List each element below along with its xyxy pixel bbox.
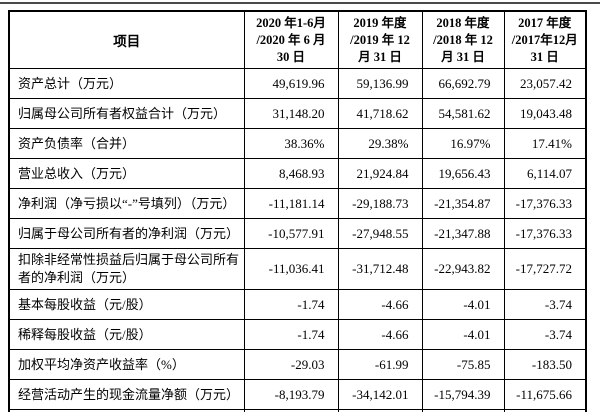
row-value: -17,376.33 <box>503 188 587 219</box>
table-row: 基本每股收益（元/股） -1.74 -4.66 -4.01 -3.74 <box>8 289 587 320</box>
column-header-item: 项目 <box>8 10 245 69</box>
column-header-period-2019: 2019 年度 /2019 年 12 月 31 日 <box>337 10 423 69</box>
row-value: -3.74 <box>503 319 587 350</box>
row-value: 6,114.07 <box>503 158 587 189</box>
row-value: 16.97% <box>421 128 505 159</box>
row-value: 19,043.48 <box>503 98 587 129</box>
row-value: -3.74 <box>503 289 587 320</box>
row-value: -4.66 <box>337 319 423 350</box>
table-row: 营业总收入（万元） 8,468.93 21,924.84 19,656.43 6,114… <box>8 158 587 189</box>
row-value: 31,148.20 <box>243 98 339 129</box>
table-row: 加权平均净资产收益率（%） -29.03 -61.99 -75.85 -183.50 <box>8 349 587 380</box>
table-row: 归属于母公司所有者的净利润（万元） -10,577.91 -27,948.55 -21… <box>8 218 587 249</box>
row-value: -29,188.73 <box>337 188 423 219</box>
row-value: -11,036.41 <box>243 248 339 290</box>
row-value: -183.50 <box>503 349 587 380</box>
row-value: 66,692.79 <box>421 68 505 99</box>
row-value: -17,727.72 <box>503 248 587 290</box>
row-value: -8,193.79 <box>243 379 339 410</box>
row-value: 8,468.93 <box>243 158 339 189</box>
row-value: -21,347.88 <box>421 218 505 249</box>
row-value: 19,656.43 <box>421 158 505 189</box>
column-header-period-2017: 2017 年度 /2017年12月 31 日 <box>503 10 587 69</box>
row-value: -4.01 <box>421 289 505 320</box>
table-row: 净利润（净亏损以“-”号填列）（万元） -11,181.14 -29,188.73-… <box>8 188 587 219</box>
row-value: -27,948.55 <box>337 218 423 249</box>
row-value: -75.85 <box>421 349 505 380</box>
row-label: 资产负债率（合并） <box>8 128 245 159</box>
row-value: -11,181.14 <box>243 188 339 219</box>
row-value: -11,675.66 <box>503 379 587 410</box>
row-label: 基本每股收益（元/股） <box>8 289 245 320</box>
row-value: -1.74 <box>243 289 339 320</box>
table-row: 资产总计（万元） 49,619.96 59,136.99 66,692.79 23,05… <box>8 68 587 99</box>
table-row: 归属母公司所有者权益合计（万元） 31,148.20 41,718.62 54,581… <box>8 98 587 129</box>
table-row: 资产负债率（合并） 38.36% 29.38% 16.97% 17.41% <box>8 128 587 159</box>
row-value: -10,577.91 <box>243 218 339 249</box>
row-value: 17.41% <box>503 128 587 159</box>
financial-summary-table: 项目 2020 年1-6月 /2020 年 6 月 30 日 2019 年度 /… <box>8 10 587 412</box>
row-value: -34,142.01 <box>337 379 423 410</box>
row-value: -31,712.48 <box>337 248 423 290</box>
row-label: 营业总收入（万元） <box>8 158 245 189</box>
row-value: -22,943.82 <box>421 248 505 290</box>
row-label: 经营活动产生的现金流量净额（万元） <box>8 379 245 410</box>
row-value: 21,924.84 <box>337 158 423 189</box>
row-value: 49,619.96 <box>243 68 339 99</box>
row-label: 归属母公司所有者权益合计（万元） <box>8 98 245 129</box>
column-header-period-2020: 2020 年1-6月 /2020 年 6 月 30 日 <box>243 10 339 69</box>
row-value: 59,136.99 <box>337 68 423 99</box>
row-value: -1.74 <box>243 319 339 350</box>
row-value: -4.01 <box>421 319 505 350</box>
table-row: 稀释每股收益（元/股） -1.74 -4.66 -4.01 -3.74 <box>8 319 587 350</box>
row-value: 38.36% <box>243 128 339 159</box>
row-label: 加权平均净资产收益率（%） <box>8 349 245 380</box>
row-label: 资产总计（万元） <box>8 68 245 99</box>
row-value: -4.66 <box>337 289 423 320</box>
row-value: -15,794.39 <box>421 379 505 410</box>
row-value: -29.03 <box>243 349 339 380</box>
column-header-period-2018: 2018 年度 /2018 年 12 月 31 日 <box>421 10 505 69</box>
row-value: 23,057.42 <box>503 68 587 99</box>
table-header-row: 项目 2020 年1-6月 /2020 年 6 月 30 日 2019 年度 /… <box>8 10 587 69</box>
row-value: -21,354.87 <box>421 188 505 219</box>
row-label: 归属于母公司所有者的净利润（万元） <box>8 218 245 249</box>
table-body: 资产总计（万元） 49,619.96 59,136.99 66,692.79 23,05… <box>8 68 587 412</box>
row-value: 54,581.62 <box>421 98 505 129</box>
row-label: 扣除非经常性损益后归属于母公司所有者的净利润（万元） <box>8 248 245 290</box>
row-value: - <box>503 409 587 412</box>
row-value: -61.99 <box>337 349 423 380</box>
row-label: 稀释每股收益（元/股） <box>8 319 245 350</box>
row-label: 净利润（净亏损以“-”号填列）（万元） <box>8 188 245 219</box>
table-row: 经营活动产生的现金流量净额（万元） -8,193.79 -34,142.01 -15,… <box>8 379 587 410</box>
table-row: 扣除非经常性损益后归属于母公司所有者的净利润（万元） -11,036.41 -31,… <box>8 248 587 290</box>
table-row: 现金分红（万元）---- <box>8 409 587 412</box>
row-value: 29.38% <box>337 128 423 159</box>
row-value: 41,718.62 <box>337 98 423 129</box>
row-value: -17,376.33 <box>503 218 587 249</box>
top-divider-rule <box>0 2 600 4</box>
